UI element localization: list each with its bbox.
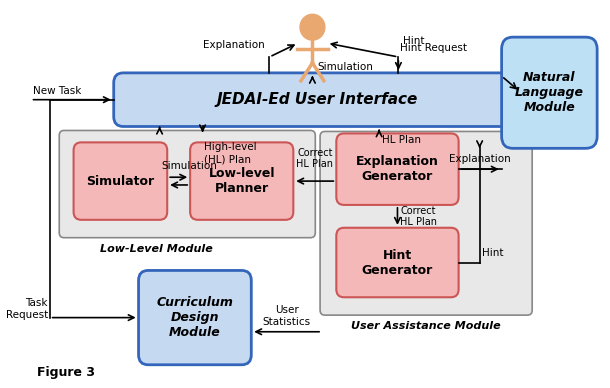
Text: HL Plan: HL Plan [382,135,421,146]
FancyBboxPatch shape [113,73,520,126]
Text: Simulation: Simulation [162,161,217,171]
Text: User
Statistics: User Statistics [262,305,310,327]
Text: Explanation
Generator: Explanation Generator [356,155,439,183]
Text: JEDAI-Ed User Interface: JEDAI-Ed User Interface [216,92,417,107]
Text: New Task: New Task [32,86,81,96]
Text: Explanation: Explanation [449,154,511,164]
Text: Simulation: Simulation [317,62,373,72]
Text: Hint: Hint [403,36,425,46]
Text: Explanation: Explanation [203,40,265,50]
Text: Correct
HL Plan: Correct HL Plan [296,147,333,169]
Text: Hint: Hint [483,248,504,258]
FancyBboxPatch shape [501,37,597,148]
FancyBboxPatch shape [336,228,459,297]
Text: Task
Request: Task Request [5,298,48,320]
Text: Low-Level Module: Low-Level Module [100,244,213,254]
Text: High-level
(HL) Plan: High-level (HL) Plan [204,142,257,164]
FancyBboxPatch shape [59,130,315,238]
Text: Curriculum
Design
Module: Curriculum Design Module [157,296,234,339]
FancyBboxPatch shape [320,132,532,315]
FancyBboxPatch shape [190,142,293,220]
Text: User Assistance Module: User Assistance Module [351,321,501,331]
Text: Correct
HL Plan: Correct HL Plan [400,206,437,227]
Text: Figure 3: Figure 3 [37,365,95,379]
Text: Natural
Language
Module: Natural Language Module [515,71,584,114]
Text: Hint
Generator: Hint Generator [362,248,433,277]
FancyBboxPatch shape [74,142,167,220]
Text: Simulator: Simulator [87,175,154,187]
Circle shape [300,14,325,40]
Text: Hint Request: Hint Request [400,43,467,53]
FancyBboxPatch shape [138,270,251,365]
FancyBboxPatch shape [336,133,459,205]
Text: Low-level
Planner: Low-level Planner [209,167,275,195]
